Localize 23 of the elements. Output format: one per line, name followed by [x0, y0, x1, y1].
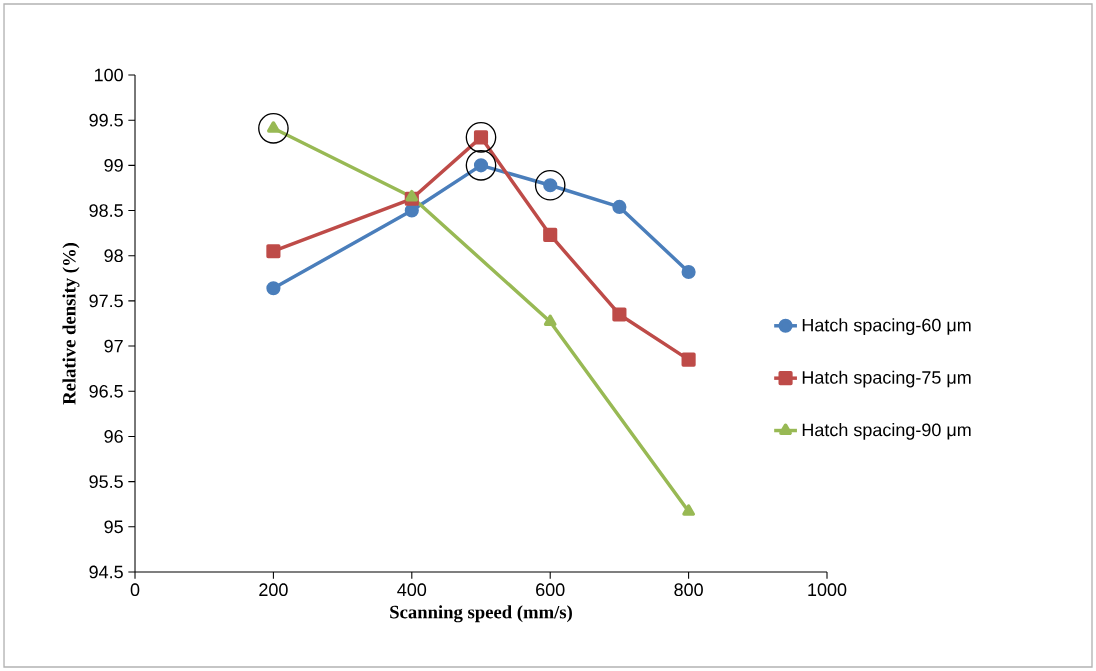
legend-label: Hatch spacing-90 μm — [802, 423, 971, 440]
y-tick-label: 95 — [104, 520, 123, 534]
legend-label: Hatch spacing-60 μm — [802, 318, 971, 336]
legend-label: Hatch spacing-75 μm — [802, 370, 971, 388]
y-tick-label: 98 — [104, 249, 123, 263]
x-tick-label: 800 — [674, 583, 703, 597]
y-tick-label: 99 — [104, 158, 123, 172]
x-tick-label: 400 — [397, 583, 427, 597]
x-tick-label: 0 — [130, 583, 140, 597]
x-axis-title: Scanning speed (mm/s) — [390, 605, 572, 623]
y-tick-label: 97.5 — [89, 294, 123, 308]
y-tick-label: 96 — [104, 430, 123, 443]
y-axis-title: Relative density (%) — [62, 242, 80, 405]
y-tick-label: 100 — [94, 68, 123, 82]
y-tick-label: 95.5 — [89, 475, 123, 488]
y-tick-label: 98.5 — [89, 204, 123, 217]
x-tick-label: 200 — [259, 583, 288, 597]
y-tick-label: 96.5 — [89, 384, 123, 398]
y-tick-label: 99.5 — [89, 113, 123, 127]
x-tick-label: 1000 — [808, 583, 847, 597]
x-tick-label: 600 — [536, 583, 565, 597]
y-tick-label: 97 — [104, 339, 123, 353]
y-tick-label: 94.5 — [89, 565, 123, 579]
